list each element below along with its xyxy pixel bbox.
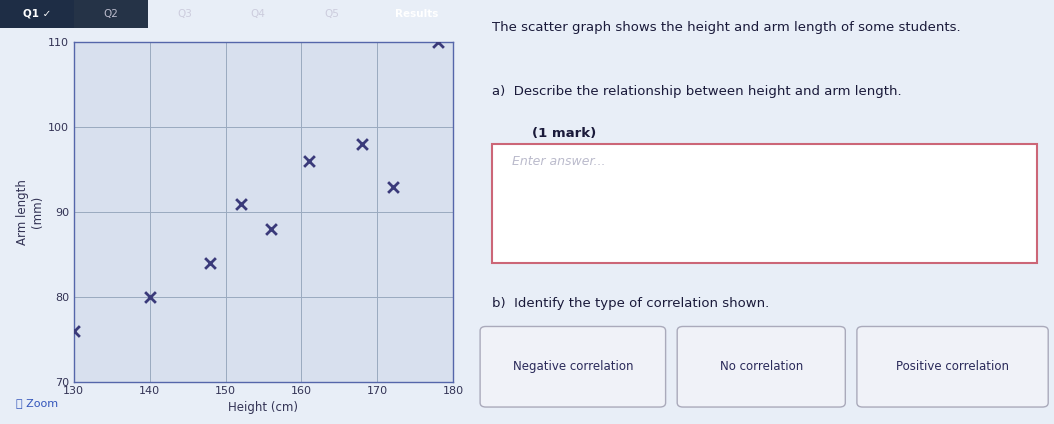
FancyBboxPatch shape [857,326,1048,407]
Point [430,39,447,46]
Text: Q3: Q3 [177,9,192,19]
Point [262,226,279,232]
Text: (1 mark): (1 mark) [532,127,597,140]
Text: The scatter graph shows the height and arm length of some students.: The scatter graph shows the height and a… [491,21,960,34]
Text: Q2: Q2 [103,9,118,19]
Text: Q5: Q5 [325,9,339,19]
X-axis label: Height (cm): Height (cm) [229,401,298,414]
Text: Results: Results [394,9,438,19]
Y-axis label: Arm length
(mm): Arm length (mm) [16,179,44,245]
Text: Q1 ✓: Q1 ✓ [23,9,51,19]
Text: Negative correlation: Negative correlation [512,360,633,373]
FancyBboxPatch shape [74,0,148,28]
Text: Positive correlation: Positive correlation [896,360,1009,373]
Text: 🔍 Zoom: 🔍 Zoom [16,398,58,408]
Point [202,259,219,266]
Text: No correlation: No correlation [720,360,803,373]
Point [141,293,158,300]
FancyBboxPatch shape [481,326,666,407]
Point [232,200,249,207]
Point [354,141,371,148]
FancyBboxPatch shape [0,0,74,28]
Point [300,158,317,165]
Point [65,327,82,334]
Text: Q4: Q4 [251,9,266,19]
Text: a)  Describe the relationship between height and arm length.: a) Describe the relationship between hei… [491,85,901,98]
FancyBboxPatch shape [678,326,845,407]
Text: b)  Identify the type of correlation shown.: b) Identify the type of correlation show… [491,297,769,310]
FancyBboxPatch shape [491,144,1037,263]
Point [384,183,401,190]
Text: Enter answer...: Enter answer... [512,155,605,168]
